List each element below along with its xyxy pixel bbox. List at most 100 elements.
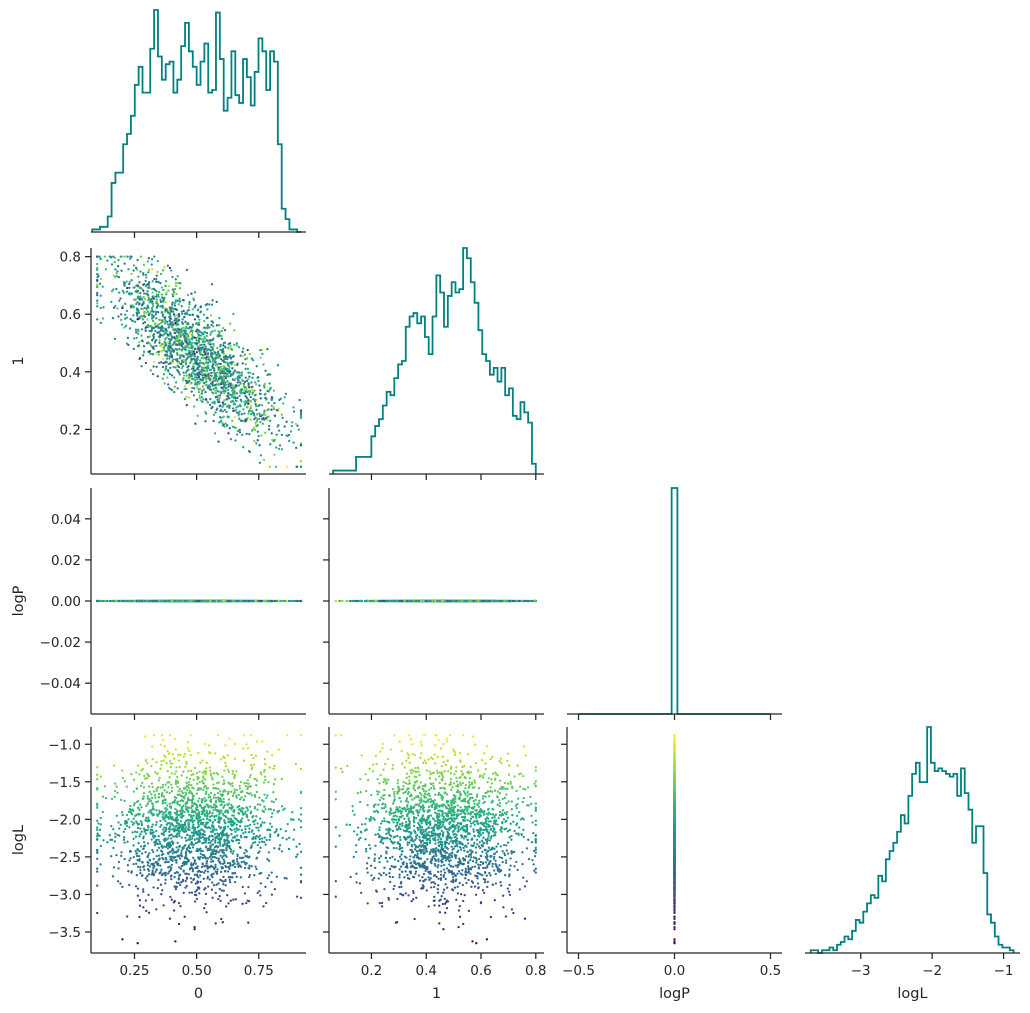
scatter-point [217,356,220,359]
scatter-point [255,420,259,423]
scatter-point [151,280,154,283]
scatter-point [171,288,175,291]
scatter-point [212,392,215,395]
scatter-point [125,290,129,293]
scatter-point [147,313,151,317]
scatter-point [170,355,173,358]
scatter-point [143,320,147,324]
scatter-point [257,376,260,379]
scatter-point [262,599,266,603]
scatter-point [151,305,155,308]
scatter-point [186,356,189,359]
scatter-point [168,312,172,316]
scatter-point [120,313,123,316]
scatter-point [134,320,137,323]
scatter-point [239,354,242,357]
scatter-point [230,372,233,376]
scatter-point [171,275,174,279]
scatter-point [163,322,167,325]
scatter-point [215,300,218,304]
scatter-point [280,448,284,451]
scatter-point [289,430,293,433]
scatter-point [273,414,277,417]
scatter-point [182,364,185,368]
scatter-point [212,337,215,340]
scatter-point [184,363,188,366]
scatter-point [219,358,223,361]
scatter-point [205,334,208,338]
scatter-point [150,258,154,261]
scatter-point [147,271,150,274]
scatter-point [255,383,258,386]
scatter-point [139,255,143,258]
scatter-point [96,272,99,276]
scatter-point [151,291,154,294]
scatter-point [160,350,163,353]
scatter-point [149,310,153,313]
scatter-point [156,304,159,307]
scatter-point [171,389,174,392]
scatter-point [174,308,177,311]
scatter-point [242,385,246,388]
scatter-point [217,362,220,365]
scatter-point [218,332,221,336]
scatter-point [161,319,164,322]
scatter-point [177,323,180,326]
scatter-point [269,443,272,446]
scatter-point [227,364,230,367]
scatter-point [254,381,257,384]
scatter-point [171,599,174,603]
scatter-point [157,326,160,329]
scatter-point [196,373,199,377]
scatter-point [99,321,102,325]
scatter-point [222,326,225,330]
scatter-point [241,433,244,437]
scatter-point [266,373,269,377]
scatter-point [133,286,136,289]
scatter-point [237,412,240,415]
scatter-point [226,362,230,365]
scatter-point [118,291,121,294]
scatter-point [197,380,200,383]
scatter-point [176,331,179,334]
scatter-point [232,403,235,406]
scatter-point [142,283,145,286]
scatter-point [200,390,204,393]
scatter-point [177,361,180,365]
scatter-point [141,318,145,321]
scatter-point [223,345,226,348]
scatter-point [190,390,193,393]
scatter-point [243,412,246,415]
scatter-point [123,262,126,265]
scatter-point [137,328,140,331]
scatter-point [250,409,254,413]
scatter-point [299,460,303,463]
scatter-point [142,301,145,305]
scatter-point [176,599,179,603]
scatter-point [242,408,245,411]
scatter-point [151,268,154,271]
y-axis-label: 1 [11,356,27,365]
scatter-point [246,348,249,352]
scatter-point [210,323,213,327]
scatter-point [244,389,247,393]
scatter-point [233,329,236,332]
scatter-point [168,340,171,343]
scatter-point [181,322,184,325]
scatter-point [184,371,188,374]
scatter-point [185,374,188,377]
scatter-point [119,318,123,322]
scatter-point [195,342,199,345]
scatter-point [211,401,214,404]
scatter-point [178,373,181,376]
scatter-point [248,432,251,436]
scatter-point [249,418,252,421]
scatter-point [227,383,231,386]
scatter-point [104,268,108,271]
scatter-point [236,411,239,414]
scatter-point [223,425,226,428]
scatter-point [123,326,126,329]
scatter-point [212,325,215,328]
scatter-point [210,407,213,410]
scatter-point [267,424,271,428]
